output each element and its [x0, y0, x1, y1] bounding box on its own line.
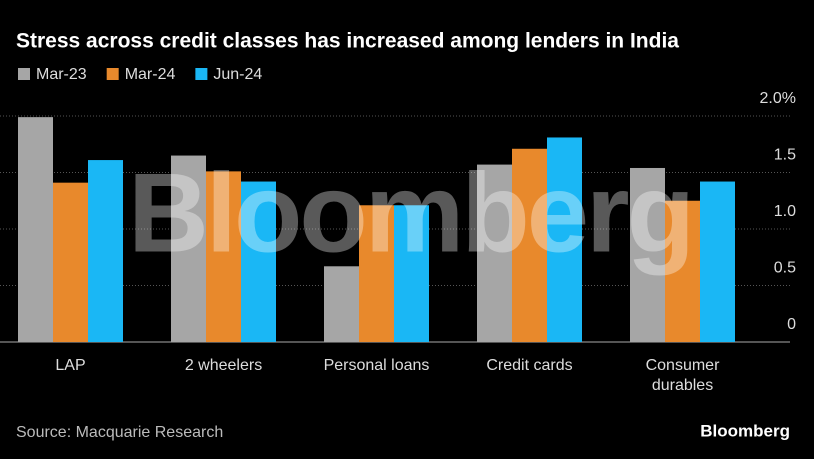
bar: [171, 155, 206, 342]
bar: [324, 266, 359, 342]
logo: Bloomberg: [700, 421, 790, 440]
y-tick-label: 0.5: [774, 260, 796, 277]
x-tick-label: Credit cards: [486, 357, 573, 374]
x-tick-label: Personal loans: [323, 357, 430, 374]
source: Source: Macquarie Research: [16, 424, 223, 441]
bar: [359, 205, 394, 342]
x-tick-label: LAP: [55, 357, 86, 374]
bar: [53, 182, 88, 342]
legend-label: Mar-24: [125, 66, 176, 83]
legend-swatch: [18, 68, 30, 80]
bar: [630, 167, 665, 342]
bar: [547, 137, 582, 342]
chart-title: Stress across credit classes has increas…: [16, 30, 679, 53]
bar: [700, 181, 735, 342]
y-tick-label: 2.0%: [760, 90, 796, 107]
legend-label: Mar-23: [36, 66, 87, 83]
y-tick-label: 1.5: [774, 147, 796, 164]
x-tick-label: 2 wheelers: [184, 357, 263, 374]
bar: [665, 200, 700, 342]
legend-swatch: [106, 68, 119, 80]
bar: [394, 205, 429, 342]
legend-swatch: [195, 68, 208, 80]
bar: [18, 117, 53, 342]
watermark: Bloomberg: [128, 151, 692, 276]
bar: [206, 171, 241, 342]
bar: [512, 148, 547, 342]
y-tick-label: 0: [787, 316, 796, 333]
bar: [88, 160, 123, 342]
y-tick-label: 1.0: [774, 203, 796, 220]
bar: [477, 164, 512, 342]
x-tick-label: Consumer durables: [645, 357, 720, 394]
bar: [241, 181, 276, 342]
legend-label: Jun-24: [213, 66, 262, 83]
